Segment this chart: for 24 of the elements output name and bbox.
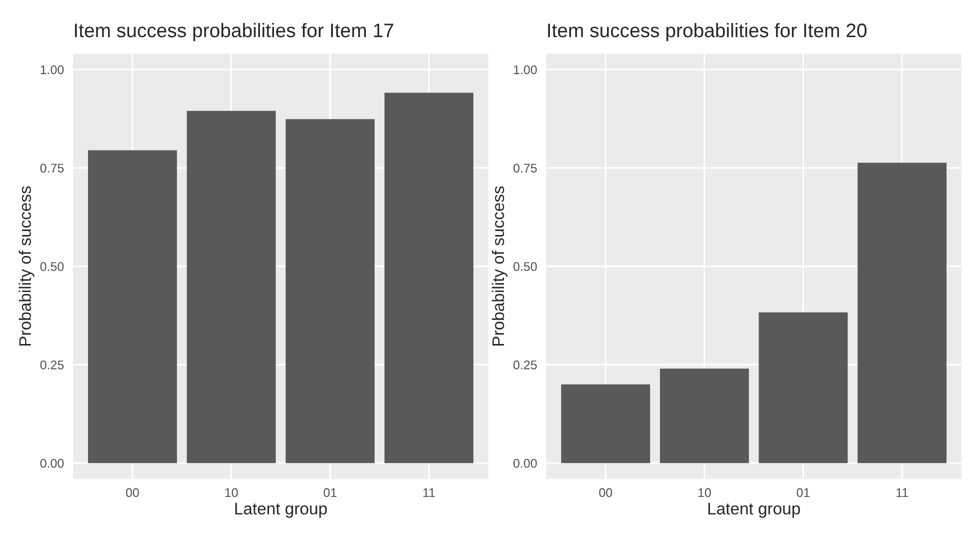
y-axis-title: Probability of success bbox=[492, 186, 508, 346]
y-tick-label: 0.50 bbox=[40, 262, 64, 271]
x-axis-title: Latent group bbox=[708, 502, 800, 518]
chart-title: Item success probabilities for Item 17 bbox=[74, 23, 394, 42]
x-tick-label: 10 bbox=[225, 488, 238, 498]
x-axis-title: Latent group bbox=[235, 502, 327, 518]
chart-title: Item success probabilities for Item 20 bbox=[548, 23, 867, 42]
x-tick-label: 00 bbox=[599, 488, 612, 498]
x-tick-label: 11 bbox=[423, 488, 435, 497]
x-tick-label: 01 bbox=[324, 488, 336, 498]
y-tick-label: 0.75 bbox=[40, 164, 64, 173]
y-tick-label: 0.25 bbox=[513, 360, 537, 370]
y-tick-label: 0.75 bbox=[513, 164, 537, 173]
y-axis-title: Probability of success bbox=[18, 186, 34, 346]
y-tick-label: 0.00 bbox=[40, 458, 64, 468]
y-tick-label: 0.00 bbox=[513, 458, 537, 468]
x-tick-label: 00 bbox=[126, 488, 139, 498]
x-tick-label: 10 bbox=[698, 488, 711, 498]
y-tick-label: 1.00 bbox=[40, 65, 64, 74]
y-tick-label: 0.25 bbox=[40, 360, 64, 370]
x-tick-label: 11 bbox=[896, 488, 908, 497]
y-tick-label: 0.50 bbox=[513, 262, 537, 271]
x-tick-label: 01 bbox=[796, 488, 810, 498]
y-tick-label: 1.00 bbox=[514, 65, 537, 74]
